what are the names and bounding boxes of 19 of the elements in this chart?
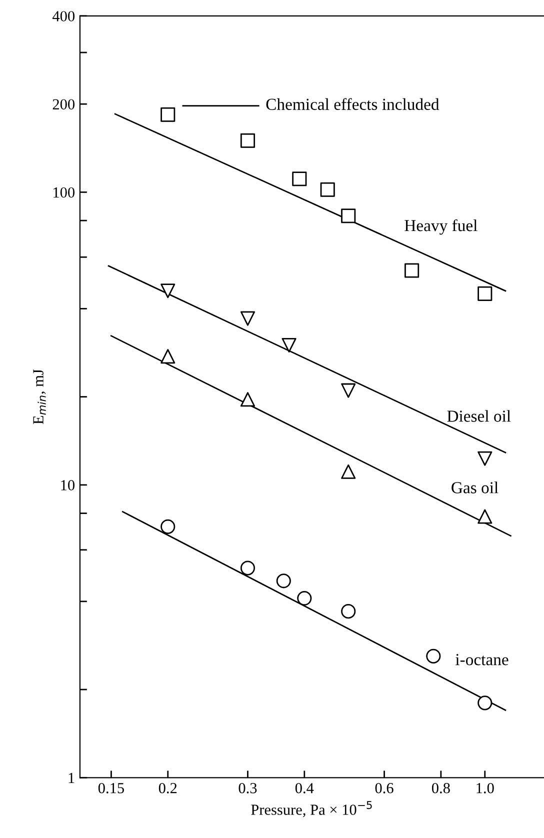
- series-label: i-octane: [456, 654, 508, 666]
- y-tick-label: 400: [52, 11, 75, 22]
- y-tick-label: 10: [61, 480, 75, 490]
- x-tick-label: 0.15: [98, 782, 124, 794]
- y-tick-label: 1: [68, 772, 74, 783]
- x-tick-label: 1.0: [476, 782, 494, 794]
- x-tick-label: 0.6: [375, 782, 394, 794]
- x-tick-label: 0.4: [295, 782, 314, 794]
- x-tick-label: 0.8: [432, 782, 450, 794]
- annotation: Chemical effects included: [266, 98, 440, 110]
- x-axis-title: Pressure, Pa × 10$^{−5}$: [251, 801, 372, 818]
- y-axis-title: E$_{min}$, mJ: [33, 369, 46, 424]
- x-tick-label: 0.3: [238, 782, 257, 794]
- y-tick-label: 100: [54, 187, 75, 198]
- x-tick-label: 0.2: [158, 782, 177, 794]
- y-tick-label: 200: [52, 99, 75, 110]
- series-label: Heavy fuel: [404, 219, 478, 235]
- series-label: Gas oil: [452, 482, 498, 494]
- text: Diesel oil: [447, 410, 511, 422]
